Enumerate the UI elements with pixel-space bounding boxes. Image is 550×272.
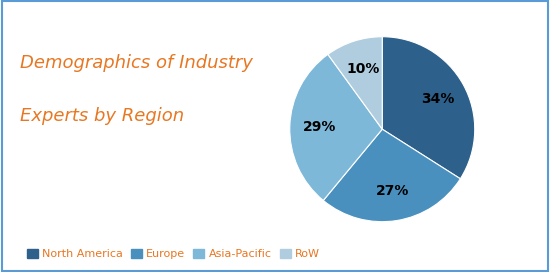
Legend: North America, Europe, Asia-Pacific, RoW: North America, Europe, Asia-Pacific, RoW xyxy=(22,244,324,264)
Wedge shape xyxy=(323,129,460,222)
Text: Experts by Region: Experts by Region xyxy=(20,107,184,125)
Wedge shape xyxy=(290,54,382,200)
Text: 34%: 34% xyxy=(421,92,454,106)
Text: 29%: 29% xyxy=(302,120,336,134)
Text: 27%: 27% xyxy=(376,184,409,198)
Text: 10%: 10% xyxy=(346,62,379,76)
Text: Demographics of Industry: Demographics of Industry xyxy=(20,54,252,72)
Wedge shape xyxy=(328,37,382,129)
Wedge shape xyxy=(382,37,475,179)
